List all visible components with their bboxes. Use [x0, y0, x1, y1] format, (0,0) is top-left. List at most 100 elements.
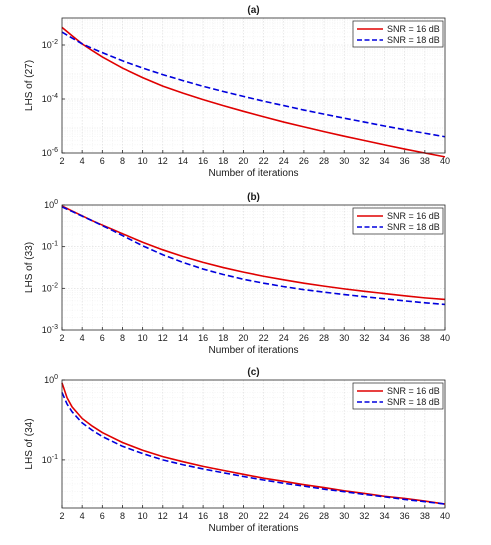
x-tick-label: 2: [59, 156, 64, 166]
x-axis-label: Number of iterations: [208, 345, 298, 356]
x-tick-label: 16: [198, 156, 208, 166]
legend-label: SNR = 16 dB: [387, 24, 440, 34]
x-tick-label: 26: [299, 156, 309, 166]
x-tick-label: 32: [359, 333, 369, 343]
x-axis-label: Number of iterations: [208, 168, 298, 179]
x-tick-label: 6: [100, 333, 105, 343]
x-tick-label: 38: [420, 156, 430, 166]
x-tick-label: 18: [218, 333, 228, 343]
y-tick-label: 10-3: [42, 324, 58, 335]
legend-label: SNR = 18 dB: [387, 35, 440, 45]
y-axis-label: LHS of (27): [24, 60, 35, 111]
y-tick-label: 10-2: [42, 282, 58, 293]
x-tick-label: 12: [158, 156, 168, 166]
legend-label: SNR = 16 dB: [387, 386, 440, 396]
x-tick-label: 36: [400, 333, 410, 343]
x-tick-label: 28: [319, 333, 329, 343]
legend-label: SNR = 18 dB: [387, 222, 440, 232]
y-tick-label: 10-1: [42, 241, 58, 252]
x-tick-label: 24: [279, 511, 289, 521]
x-tick-label: 24: [279, 333, 289, 343]
x-tick-label: 22: [259, 511, 269, 521]
x-tick-label: 8: [120, 511, 125, 521]
chart-panel-2: 2 4 6 8 10 12 14 16 18 20 22 24 26 28 30 32 34 36 38 4010-3…: [24, 192, 450, 356]
axes-frame: [61, 379, 446, 509]
chart-panel-3: 2 4 6 8 10 12 14 16 18 20 22 24 26 28 30 32 34 36 38 4010-1…: [24, 367, 450, 534]
y-axis-label: LHS of (33): [24, 242, 35, 293]
series-line-snr-18db: [61, 31, 446, 138]
x-tick-label: 26: [299, 333, 309, 343]
x-tick-label: 38: [420, 511, 430, 521]
x-tick-label: 22: [259, 333, 269, 343]
y-tick-label: 10-1: [42, 454, 58, 465]
x-tick-label: 4: [80, 156, 85, 166]
panel-title: (b): [247, 192, 260, 203]
series-line-snr-16db: [61, 26, 446, 158]
x-tick-label: 34: [380, 333, 390, 343]
x-tick-label: 34: [380, 511, 390, 521]
y-tick-label: 100: [44, 199, 58, 210]
y-tick-label: 100: [44, 374, 58, 385]
x-tick-label: 10: [138, 156, 148, 166]
x-tick-label: 2: [59, 333, 64, 343]
gridlines: [62, 205, 445, 330]
x-tick-label: 8: [120, 156, 125, 166]
x-tick-label: 10: [138, 333, 148, 343]
legend-label: SNR = 18 dB: [387, 397, 440, 407]
x-tick-label: 38: [420, 333, 430, 343]
panel-title: (c): [247, 367, 259, 378]
x-tick-label: 12: [158, 333, 168, 343]
x-tick-label: 20: [238, 333, 248, 343]
x-tick-label: 20: [238, 511, 248, 521]
x-tick-label: 16: [198, 511, 208, 521]
x-tick-label: 16: [198, 333, 208, 343]
x-tick-label: 14: [178, 333, 188, 343]
x-tick-label: 14: [178, 511, 188, 521]
x-tick-label: 8: [120, 333, 125, 343]
x-tick-label: 4: [80, 333, 85, 343]
x-tick-label: 24: [279, 156, 289, 166]
legend-box: [352, 207, 444, 235]
x-tick-label: 10: [138, 511, 148, 521]
x-tick-label: 26: [299, 511, 309, 521]
x-tick-label: 14: [178, 156, 188, 166]
x-tick-label: 34: [380, 156, 390, 166]
chart-panel-1: 2 4 6 8 10 12 14 16 18 20 22 24 26 28 30 32 34 36 38 4010-6…: [24, 5, 450, 179]
y-axis-label: LHS of (34): [24, 418, 35, 469]
x-tick-label: 40: [440, 156, 450, 166]
y-tick-label: 10-6: [42, 147, 58, 158]
x-tick-label: 12: [158, 511, 168, 521]
x-tick-label: 6: [100, 511, 105, 521]
x-tick-label: 20: [238, 156, 248, 166]
x-tick-label: 28: [319, 156, 329, 166]
x-tick-label: 30: [339, 511, 349, 521]
panel-title: (a): [247, 5, 259, 16]
x-tick-label: 40: [440, 511, 450, 521]
x-tick-label: 18: [218, 156, 228, 166]
x-tick-label: 22: [259, 156, 269, 166]
x-tick-label: 32: [359, 156, 369, 166]
legend-box: [352, 20, 444, 48]
x-tick-label: 36: [400, 511, 410, 521]
x-tick-label: 28: [319, 511, 329, 521]
legend-box: [352, 382, 444, 410]
series-line-snr-18db: [61, 392, 446, 505]
series-line-snr-18db: [61, 206, 446, 306]
axes-frame: [61, 204, 446, 331]
x-tick-label: 30: [339, 156, 349, 166]
legend-label: SNR = 16 dB: [387, 211, 440, 221]
y-tick-label: 10-4: [42, 93, 58, 104]
axes-frame: [61, 17, 446, 154]
x-axis-label: Number of iterations: [208, 523, 298, 534]
x-tick-label: 6: [100, 156, 105, 166]
x-tick-label: 4: [80, 511, 85, 521]
x-tick-label: 32: [359, 511, 369, 521]
x-tick-label: 2: [59, 511, 64, 521]
x-tick-label: 30: [339, 333, 349, 343]
y-tick-label: 10-2: [42, 39, 58, 50]
x-tick-label: 18: [218, 511, 228, 521]
